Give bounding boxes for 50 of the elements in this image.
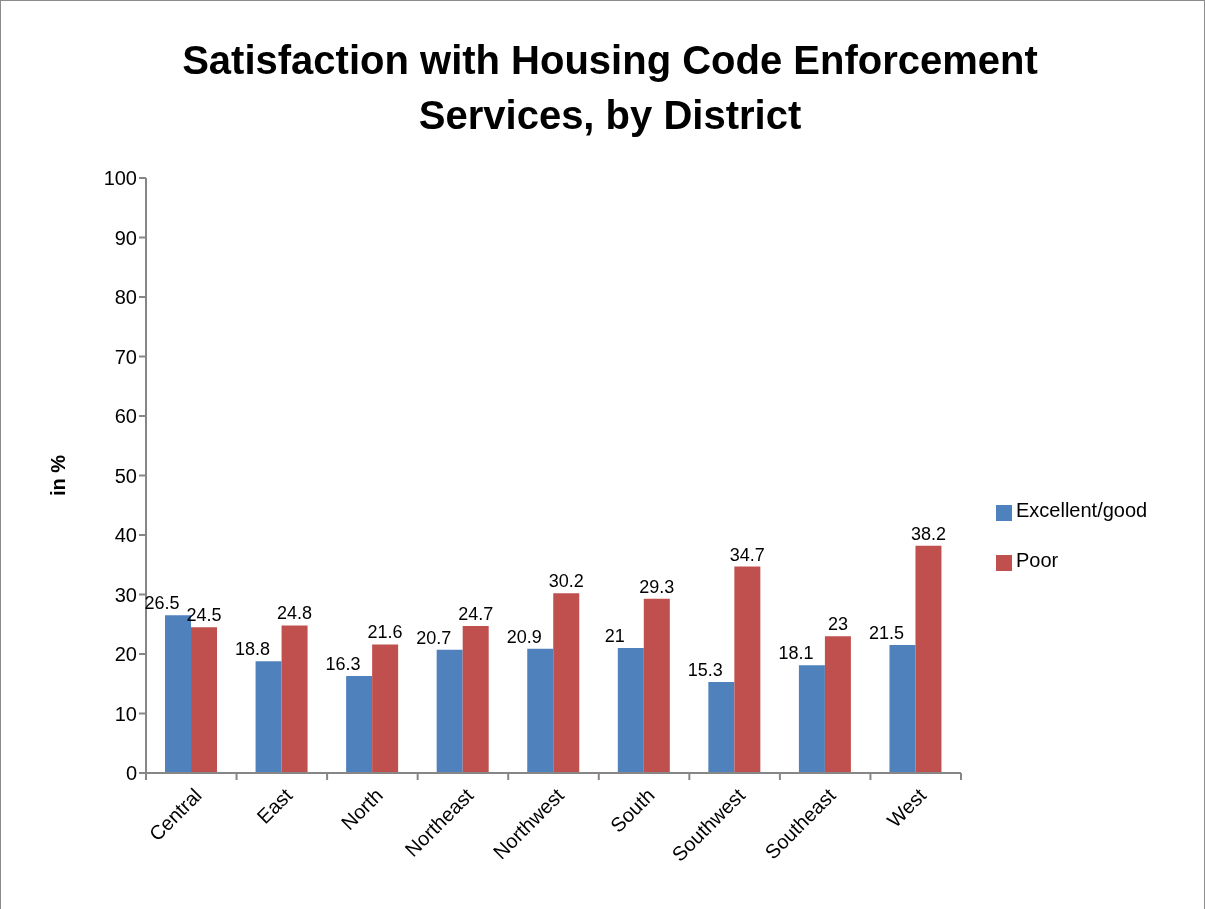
bar xyxy=(824,636,851,773)
y-tick-label: 90 xyxy=(114,226,137,249)
data-label: 18.1 xyxy=(778,643,814,664)
y-axis-title: in % xyxy=(47,454,70,497)
bar xyxy=(372,644,399,773)
y-tick-label: 20 xyxy=(114,643,137,666)
y-tick-label: 10 xyxy=(114,702,137,725)
data-label: 30.2 xyxy=(548,571,584,592)
bar xyxy=(734,566,761,773)
bar xyxy=(798,665,825,773)
bar xyxy=(915,545,942,773)
data-label: 18.8 xyxy=(235,639,271,660)
bar xyxy=(889,645,916,773)
bar xyxy=(617,648,644,773)
legend-label: Excellent/good xyxy=(1016,499,1148,521)
bar xyxy=(436,649,463,773)
y-tick-label: 50 xyxy=(114,464,137,487)
bar xyxy=(708,681,735,773)
y-tick-label: 70 xyxy=(114,345,137,368)
data-label: 38.2 xyxy=(910,523,946,544)
chart-title: Satisfaction with Housing Code Enforcement Services, by District xyxy=(181,37,1039,139)
bar xyxy=(255,661,282,773)
data-label: 24.8 xyxy=(277,603,313,624)
bar xyxy=(462,626,489,773)
data-label: 23 xyxy=(827,614,848,635)
bar xyxy=(346,676,373,773)
y-tick-label: 80 xyxy=(114,286,137,309)
y-tick-label: 100 xyxy=(103,167,137,190)
data-label: 21 xyxy=(604,626,625,647)
bar xyxy=(191,627,218,773)
data-label: 15.3 xyxy=(687,659,723,680)
y-tick-label: 60 xyxy=(114,405,137,428)
y-tick-label: 0 xyxy=(125,762,137,785)
bar xyxy=(643,598,670,773)
data-label: 20.7 xyxy=(416,627,452,648)
y-tick-label: 30 xyxy=(114,583,137,606)
data-label: 16.3 xyxy=(325,654,361,675)
data-label: 20.9 xyxy=(506,626,542,647)
legend-label: Poor xyxy=(1016,549,1059,571)
data-label: 21.6 xyxy=(367,622,403,643)
data-label: 26.5 xyxy=(144,593,180,614)
bar xyxy=(527,648,554,773)
data-label: 24.5 xyxy=(186,605,222,626)
data-label: 29.3 xyxy=(639,576,675,597)
data-label: 34.7 xyxy=(729,544,765,565)
bar xyxy=(553,593,580,773)
data-label: 21.5 xyxy=(868,623,904,644)
bar xyxy=(281,625,308,773)
y-tick-label: 40 xyxy=(114,524,137,547)
data-label: 24.7 xyxy=(458,604,494,625)
